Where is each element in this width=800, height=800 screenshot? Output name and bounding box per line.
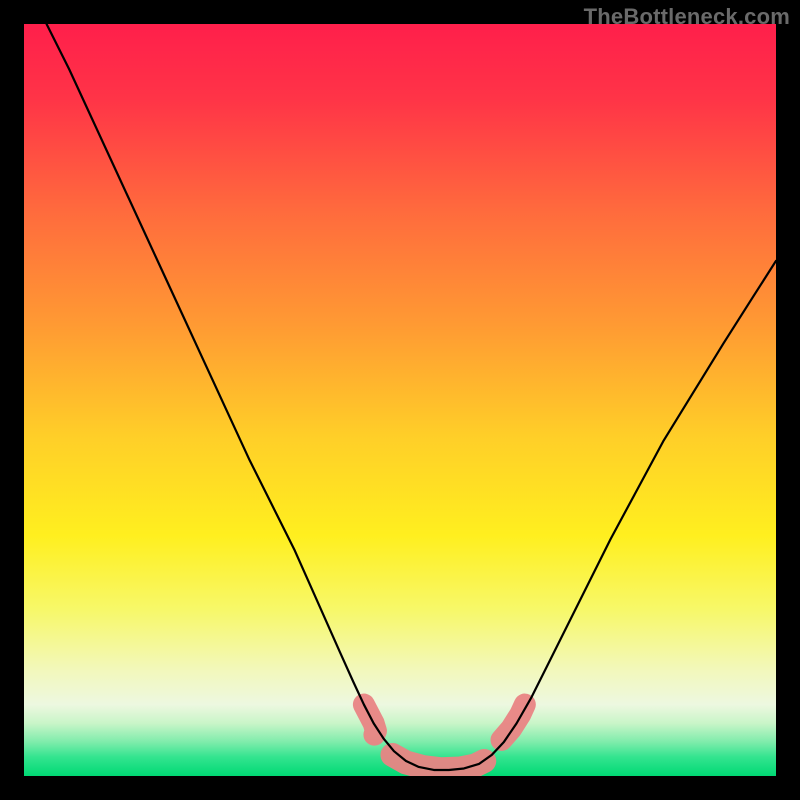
plot-area	[24, 24, 776, 776]
heatmap-background	[24, 24, 776, 776]
plot-svg	[24, 24, 776, 776]
watermark-text: TheBottleneck.com	[584, 4, 790, 30]
chart-frame: TheBottleneck.com	[0, 0, 800, 800]
